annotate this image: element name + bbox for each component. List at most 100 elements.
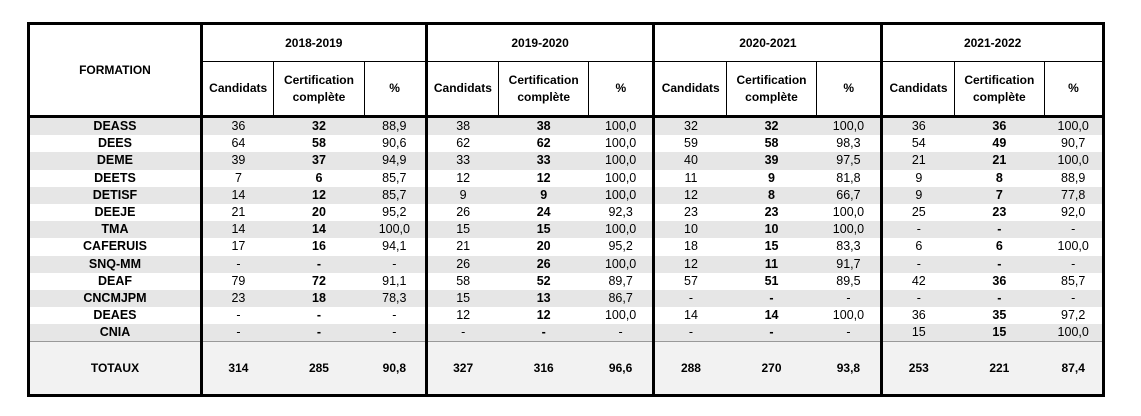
percent-header: %: [816, 61, 882, 118]
percent-cell: 100,0: [588, 152, 654, 170]
candidats-cell: 14: [652, 307, 727, 325]
certification-header: Certification complète: [725, 61, 817, 118]
candidats-cell: -: [199, 255, 274, 273]
candidats-cell: 39: [199, 152, 274, 170]
certification-cell: 26: [498, 255, 589, 273]
percent-cell: 100,0: [588, 255, 654, 273]
certification-header: Certification complète: [498, 61, 589, 118]
percent-header: %: [363, 61, 427, 118]
candidats-cell: 21: [199, 203, 274, 222]
percent-cell: 100,0: [588, 186, 654, 204]
candidats-cell: 62: [424, 135, 499, 153]
certification-cell: 32: [273, 116, 365, 136]
percent-cell: 100,0: [816, 221, 882, 239]
certification-cell: 23: [726, 203, 817, 222]
percent-cell: 98,3: [816, 135, 882, 153]
certification-cell: 36: [954, 116, 1045, 136]
candidats-cell: 12: [424, 307, 499, 325]
certification-cell: 38: [498, 116, 589, 136]
candidats-cell: 54: [880, 135, 955, 153]
percent-cell: 100,0: [364, 221, 427, 239]
candidats-cell: -: [424, 324, 499, 342]
totals-label: TOTAUX: [28, 341, 202, 396]
certification-cell: -: [954, 221, 1045, 239]
certification-cell: 62: [498, 135, 589, 153]
candidats-cell: 9: [880, 169, 955, 187]
certification-cell: -: [954, 255, 1045, 273]
percent-cell: 100,0: [816, 116, 882, 136]
candidats-cell: 23: [199, 289, 274, 308]
candidats-cell: 59: [652, 135, 727, 153]
certification-cell: -: [954, 289, 1045, 308]
candidats-cell: -: [199, 324, 274, 342]
percent-cell: 97,2: [1044, 307, 1104, 325]
certification-cell: 39: [726, 152, 817, 170]
candidats-cell: 9: [880, 186, 955, 204]
certification-cell: -: [498, 324, 589, 342]
certification-cell: 35: [954, 307, 1045, 325]
candidats-cell: 14: [199, 221, 274, 239]
table-row: TMA 14 14 100,0 15 15 100,0 10 10 100,0- - -: [28, 221, 1104, 239]
formation-name: CAFERUIS: [28, 238, 202, 256]
certification-cell: 8: [954, 169, 1045, 187]
candidats-cell: 36: [880, 116, 955, 136]
certification-cell: 11: [726, 255, 817, 273]
table-row: CNIA - - - - - - - - -15 15 100,0: [28, 324, 1104, 342]
certification-cell: 72: [273, 272, 365, 290]
certification-cell: 6: [273, 169, 365, 187]
percent-cell: 94,1: [364, 238, 427, 256]
candidats-cell: 6: [880, 238, 955, 256]
candidats-header: Candidats: [880, 61, 955, 118]
total-certification-cell: 221: [954, 341, 1045, 396]
certification-cell: 32: [726, 116, 817, 136]
percent-cell: 81,8: [816, 169, 882, 187]
percent-cell: -: [816, 324, 882, 342]
table-row: DEAES - - -12 12 100,0 14 14 100,0 36 35 97,2: [28, 307, 1104, 325]
totals-row: TOTAUX 314 285 90,8 327 316 96,6 288 270 93,8 253 2…: [28, 341, 1104, 396]
percent-cell: 100,0: [588, 135, 654, 153]
formation-name: DEES: [28, 135, 202, 153]
candidats-cell: 15: [880, 324, 955, 342]
certification-cell: 12: [498, 307, 589, 325]
percent-cell: 85,7: [364, 186, 427, 204]
percent-cell: 88,9: [1044, 169, 1104, 187]
percent-cell: 100,0: [588, 169, 654, 187]
percent-cell: 100,0: [588, 221, 654, 239]
candidats-cell: 26: [424, 203, 499, 222]
candidats-cell: -: [880, 255, 955, 273]
formation-name: DEETS: [28, 169, 202, 187]
certification-cell: 51: [726, 272, 817, 290]
percent-cell: -: [1044, 289, 1104, 308]
certification-cell: 58: [273, 135, 365, 153]
candidats-cell: 38: [424, 116, 499, 136]
percent-cell: 85,7: [364, 169, 427, 187]
total-candidats-cell: 314: [199, 341, 274, 396]
candidats-cell: 18: [652, 238, 727, 256]
candidats-cell: 26: [424, 255, 499, 273]
certification-cell: 7: [954, 186, 1045, 204]
percent-cell: -: [816, 289, 882, 308]
candidats-cell: 12: [652, 186, 727, 204]
table-row: SNQ-MM - - -26 26 100,0 12 11 91,7- - -: [28, 255, 1104, 273]
percent-cell: 90,7: [1044, 135, 1104, 153]
total-percent-cell: 96,6: [588, 341, 654, 396]
percent-cell: 88,9: [364, 116, 427, 136]
certification-cell: 9: [498, 186, 589, 204]
candidats-cell: 15: [424, 289, 499, 308]
total-certification-cell: 285: [273, 341, 365, 396]
certification-cell: 58: [726, 135, 817, 153]
certification-cell: 33: [498, 152, 589, 170]
certification-cell: 16: [273, 238, 365, 256]
formation-name: DEME: [28, 152, 202, 170]
total-percent-cell: 90,8: [364, 341, 427, 396]
certification-cell: -: [726, 289, 817, 308]
formation-name: CNCMJPM: [28, 289, 202, 308]
certification-cell: 20: [273, 203, 365, 222]
candidats-cell: 15: [424, 221, 499, 239]
candidats-cell: 10: [652, 221, 727, 239]
formation-name: DEAF: [28, 272, 202, 290]
certification-cell: 14: [273, 221, 365, 239]
total-certification-cell: 316: [498, 341, 589, 396]
candidats-cell: 58: [424, 272, 499, 290]
certification-cell: 23: [954, 203, 1045, 222]
